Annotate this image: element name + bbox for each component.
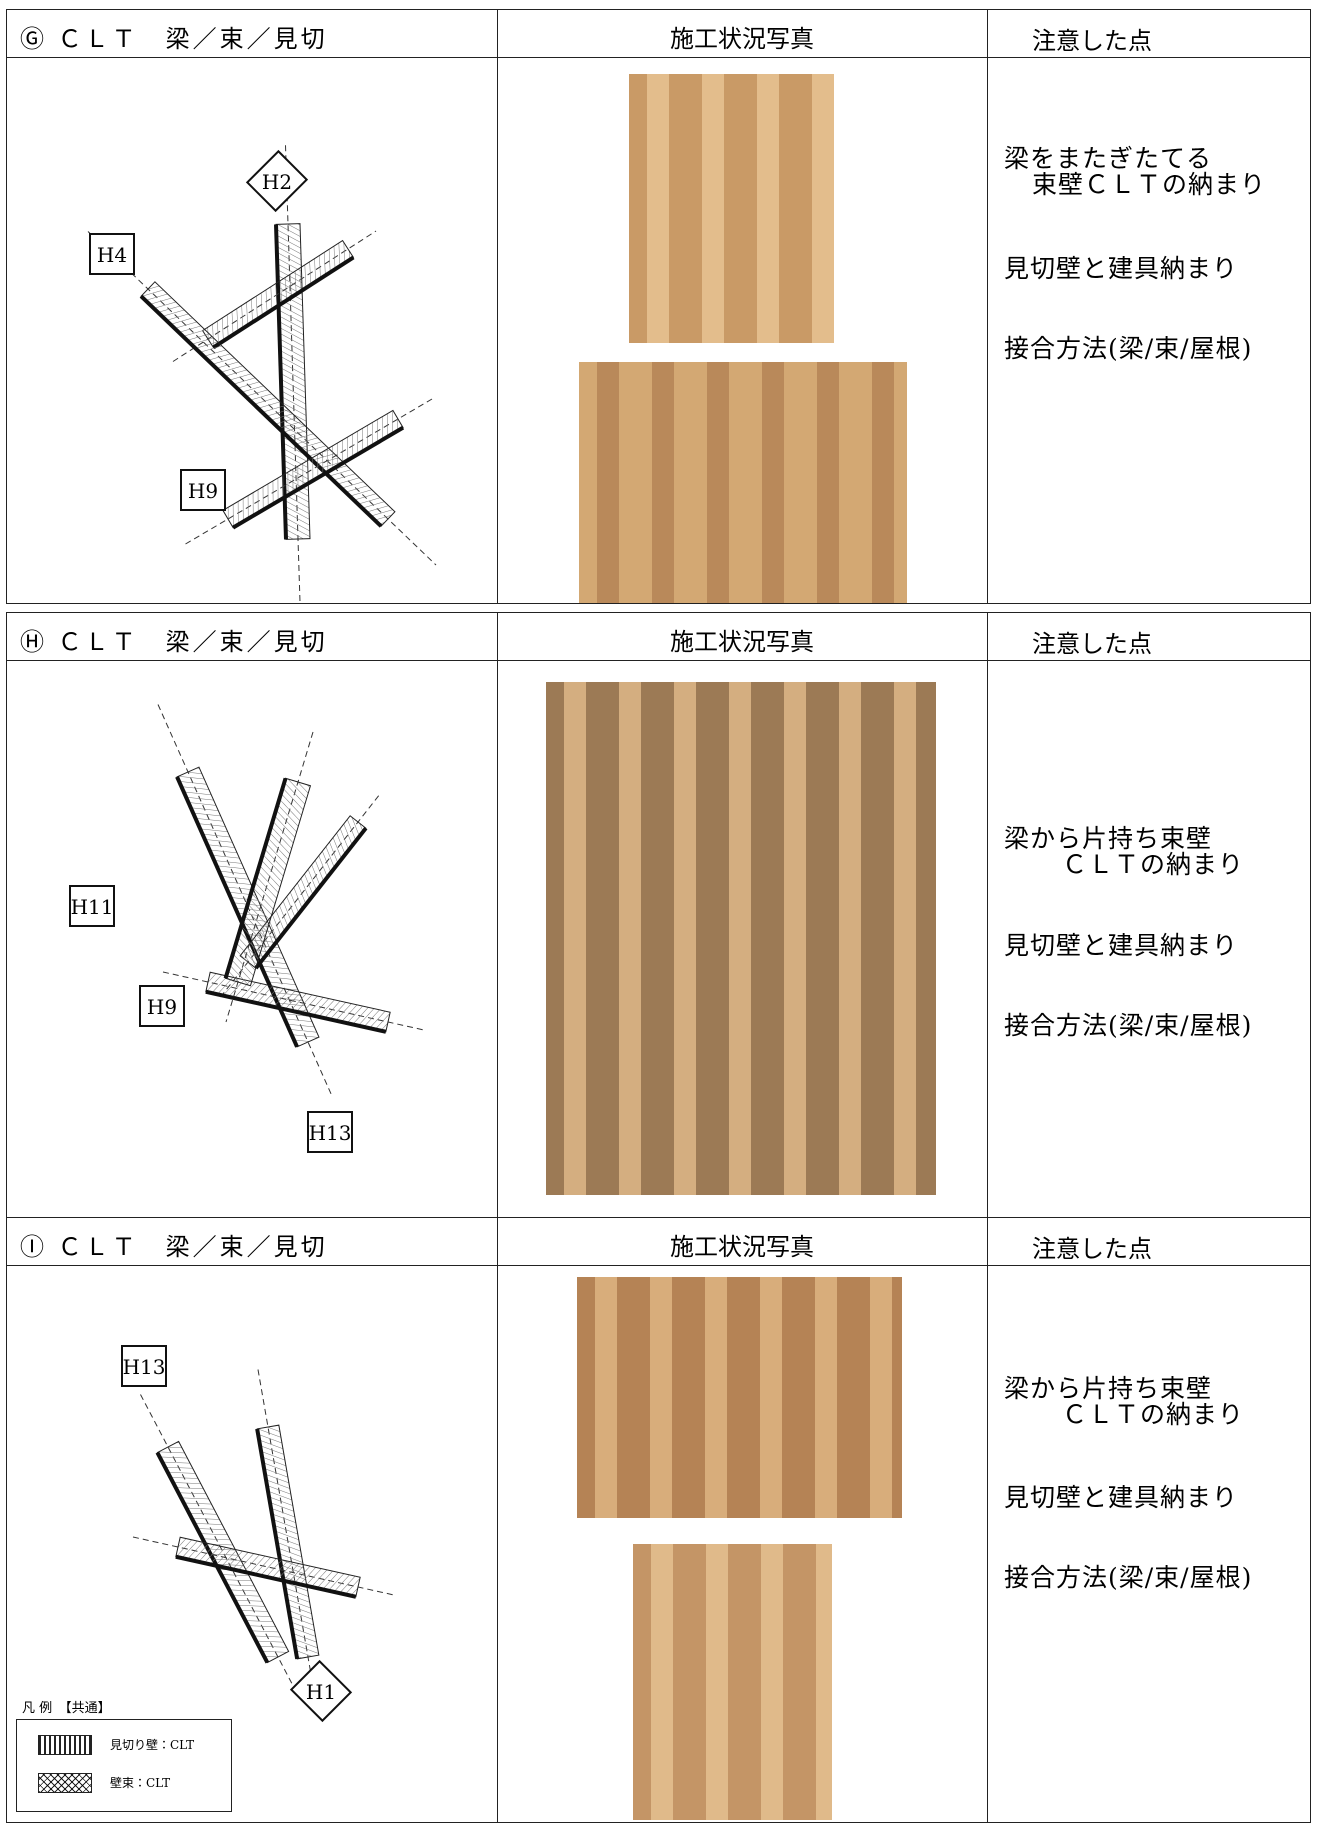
photo-header: 施工状況写真 xyxy=(670,25,814,53)
legend-label: 見切り壁：CLT xyxy=(110,1738,195,1752)
diagram: H11 H9 H13 xyxy=(69,704,425,1153)
note-line: 見切壁と建具納まり xyxy=(1004,931,1239,960)
note-line: ＣＬＴの納まり xyxy=(1062,1400,1245,1429)
beam xyxy=(205,971,391,1034)
grid-tag: H1 xyxy=(289,1659,353,1723)
note-line: 梁をまたぎたてる xyxy=(1004,144,1213,173)
notes-header: 注意した点 xyxy=(1032,1235,1152,1263)
legend-swatch xyxy=(38,1773,92,1793)
content-cell xyxy=(987,1265,1311,1823)
photo-header: 施工状況写真 xyxy=(670,1233,814,1261)
site-photo xyxy=(629,74,834,343)
tag-box xyxy=(121,1345,167,1387)
note-line: 見切壁と建具納まり xyxy=(1004,1483,1239,1512)
note-line: 見切壁と建具納まり xyxy=(1004,254,1239,283)
tag-box xyxy=(89,233,135,275)
grid-tag: H9 xyxy=(139,985,185,1027)
note-line: 梁から片持ち束壁 xyxy=(1004,824,1213,853)
beam xyxy=(222,409,405,530)
beam-body xyxy=(175,1536,361,1598)
grid-tag: H13 xyxy=(121,1345,167,1387)
legend-label: 壁束：CLT xyxy=(110,1776,171,1790)
beam-edge xyxy=(175,1554,357,1599)
tag-box xyxy=(69,885,115,927)
legend-swatch xyxy=(38,1735,92,1755)
site-photo xyxy=(577,1277,902,1518)
beam-edge xyxy=(255,1428,300,1660)
section-label: Ⓗ ＣＬＴ 梁／束／見切 xyxy=(20,628,328,656)
beam xyxy=(175,1536,361,1599)
grid-tag: H4 xyxy=(89,233,135,275)
tag-box xyxy=(180,469,226,511)
grid-tag: H11 xyxy=(69,885,115,927)
note-line: 接合方法(梁/束/屋根) xyxy=(1004,1563,1253,1592)
beam-edge xyxy=(232,425,405,530)
tag-label: H9 xyxy=(147,995,177,1019)
site-photo xyxy=(633,1544,832,1820)
beam-edge xyxy=(212,255,355,350)
beam-edge xyxy=(205,989,387,1034)
grid-tag: H13 xyxy=(307,1111,353,1153)
notes-header: 注意した点 xyxy=(1032,27,1152,55)
tag-label: H13 xyxy=(123,1355,166,1379)
tag-box xyxy=(139,985,185,1027)
note-line: 束壁ＣＬＴの納まり xyxy=(1032,170,1267,199)
beam-edge xyxy=(254,826,368,970)
tag-label: H1 xyxy=(306,1680,336,1704)
note-line: ＣＬＴの納まり xyxy=(1062,850,1245,879)
grid-tag: H2 xyxy=(245,149,309,213)
note-line: 梁から片持ち束壁 xyxy=(1004,1374,1213,1403)
site-photo xyxy=(546,682,936,1195)
tag-box xyxy=(289,1659,353,1723)
section-label: Ⓖ ＣＬＴ 梁／束／見切 xyxy=(20,25,328,53)
notes-header: 注意した点 xyxy=(1032,630,1152,658)
tag-box xyxy=(307,1111,353,1153)
section-label: Ⓘ ＣＬＴ 梁／束／見切 xyxy=(20,1233,328,1261)
tag-label: H11 xyxy=(71,895,114,919)
beam-edge xyxy=(139,294,383,528)
tag-box xyxy=(245,149,309,213)
tag-label: H4 xyxy=(97,243,127,267)
beam xyxy=(255,1424,320,1660)
legend-title: 凡 例 【共通】 xyxy=(22,1701,111,1716)
beam-edge xyxy=(223,777,288,979)
diagram: H13 H1 xyxy=(121,1345,395,1723)
tag-label: H13 xyxy=(309,1121,352,1145)
tag-label: H2 xyxy=(262,170,292,194)
beam xyxy=(223,777,312,987)
site-photo xyxy=(579,362,907,603)
content-cell xyxy=(987,57,1311,604)
tag-label: H9 xyxy=(188,479,218,503)
note-line: 接合方法(梁/束/屋根) xyxy=(1004,334,1253,363)
legend-box xyxy=(16,1719,232,1812)
photo-header: 施工状況写真 xyxy=(670,628,814,656)
note-line: 接合方法(梁/束/屋根) xyxy=(1004,1011,1253,1040)
grid-tag: H9 xyxy=(180,469,226,511)
diagram: H2 H4 H9 xyxy=(87,145,437,601)
